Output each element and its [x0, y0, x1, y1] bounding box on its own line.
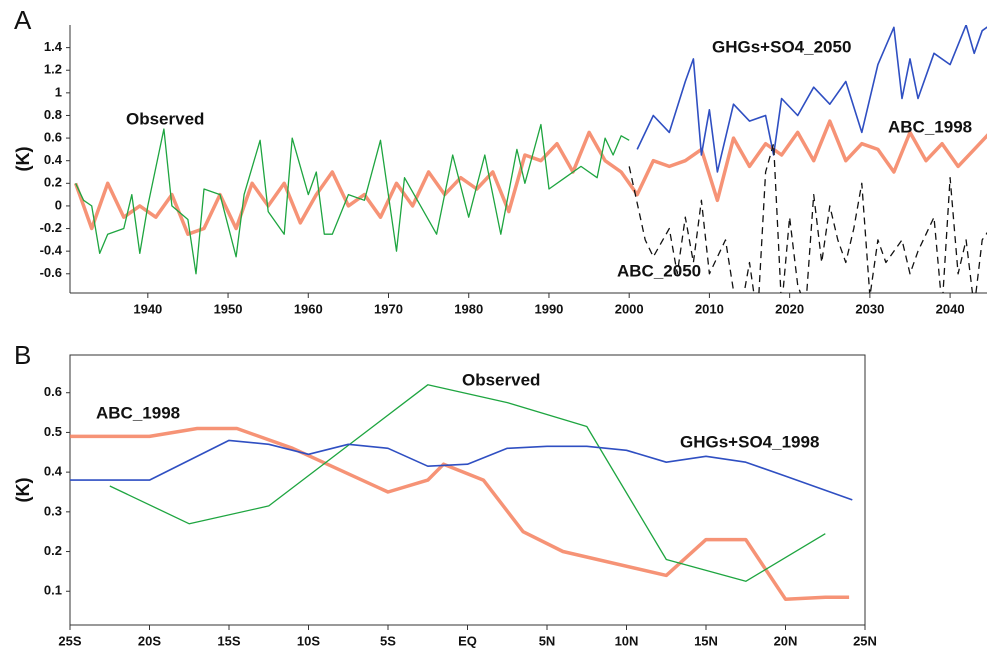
series-label: GHGs+SO4_1998 [680, 432, 819, 451]
x-tick-label: 2030 [855, 301, 884, 316]
x-tick-label: EQ [458, 633, 477, 648]
plot-area [70, 384, 853, 601]
x-tick-label: 1940 [133, 301, 162, 316]
series-line [73, 119, 987, 236]
y-tick-label: 0.5 [44, 424, 62, 439]
series-line [75, 123, 630, 275]
y-tick-label: 0.6 [44, 384, 62, 399]
y-tick-label: 1.4 [44, 39, 63, 54]
y-tick-label: 0.2 [44, 175, 62, 190]
series-label: GHGs+SO4_2050 [712, 37, 851, 56]
x-tick-label: 5N [539, 633, 556, 648]
y-tick-label: 0.2 [44, 543, 62, 558]
x-tick-label: 20S [138, 633, 161, 648]
y-tick-label: 1.2 [44, 62, 62, 77]
y-tick-label: 0.4 [44, 464, 63, 479]
x-tick-label: 2000 [615, 301, 644, 316]
x-tick-label: 1980 [454, 301, 483, 316]
x-tick-label: 20N [774, 633, 798, 648]
y-tick-label: 0.8 [44, 107, 62, 122]
series-line [70, 426, 850, 601]
series-line [628, 143, 987, 293]
y-axis-label: (K) [13, 478, 33, 503]
x-tick-label: 10N [615, 633, 639, 648]
x-tick-label: 5S [380, 633, 396, 648]
y-axis-label: (K) [13, 147, 33, 172]
series-label: Observed [462, 370, 540, 389]
plot-frame [69, 354, 866, 626]
x-tick-label: 25N [853, 633, 877, 648]
y-tick-label: 1 [55, 84, 62, 99]
x-tick-label: 1950 [214, 301, 243, 316]
series-line [70, 439, 853, 501]
series-line [636, 25, 987, 173]
series-label: ABC_2050 [617, 261, 701, 280]
y-tick-label: 0.6 [44, 130, 62, 145]
x-tick-label: 15S [217, 633, 240, 648]
y-tick-label: -0.2 [40, 220, 62, 235]
plot-area [73, 25, 987, 293]
x-tick-label: 2010 [695, 301, 724, 316]
panel-label: A [14, 5, 32, 35]
x-tick-label: 15N [694, 633, 718, 648]
series-label: ABC_1998 [96, 403, 180, 422]
x-tick-label: 1960 [294, 301, 323, 316]
series-line [109, 384, 826, 582]
x-tick-label: 10S [297, 633, 320, 648]
y-tick-label: -0.4 [40, 243, 63, 258]
x-tick-label: 25S [58, 633, 81, 648]
x-tick-label: 2040 [936, 301, 965, 316]
y-tick-label: 0.1 [44, 583, 62, 598]
y-tick-label: 0.4 [44, 152, 63, 167]
y-tick-label: 0.3 [44, 503, 62, 518]
panel: B (K) 0.1 0.2 0.3 0.4 0.5 0.6 25S 20S 15S 10S 5S EQ 5N… [13, 340, 877, 649]
y-tick-label: -0.6 [40, 265, 62, 280]
x-tick-label: 1970 [374, 301, 403, 316]
x-tick-label: 1990 [534, 301, 563, 316]
y-tick-label: 0 [55, 197, 62, 212]
series-label: Observed [126, 109, 204, 128]
x-tick-label: 2020 [775, 301, 804, 316]
panel-label: B [14, 340, 31, 370]
series-label: ABC_1998 [888, 117, 972, 136]
panel: A (K) -0.6 -0.4 -0.2 0 0.2 0.4 0.6 0.8 1 1.2 1.4 1940… [13, 5, 987, 316]
